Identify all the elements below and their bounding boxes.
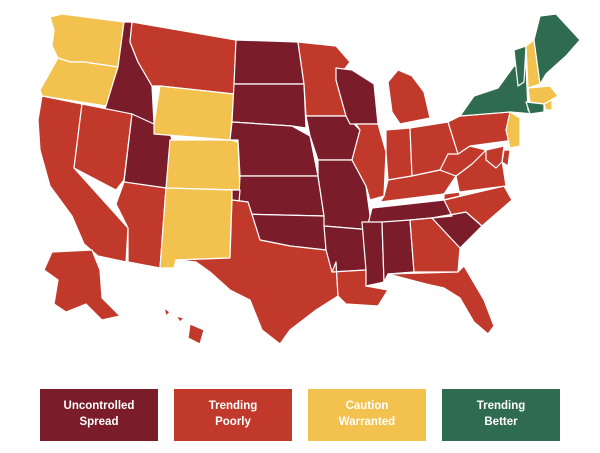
state-hi xyxy=(163,307,205,345)
legend-label: Trending Poorly xyxy=(208,400,258,428)
legend-uncontrolled-spread: Uncontrolled Spread xyxy=(40,389,158,441)
legend-caution-warranted: Caution Warranted xyxy=(308,389,426,441)
state-mi xyxy=(387,69,431,125)
legend-label: Caution Warranted xyxy=(338,400,396,428)
legend-label: Trending Better xyxy=(476,400,526,428)
state-ms xyxy=(361,221,385,287)
state-ma xyxy=(527,85,559,105)
state-nm xyxy=(159,187,233,269)
state-nv xyxy=(73,103,133,191)
state-ga xyxy=(409,217,461,273)
state-sd xyxy=(231,83,307,129)
state-ny xyxy=(459,65,535,117)
legend: Uncontrolled Spread Trending Poorly Caut… xyxy=(40,389,560,441)
us-state-map xyxy=(37,13,581,345)
state-in xyxy=(385,127,413,181)
state-nj xyxy=(505,111,521,149)
legend-trending-poorly: Trending Poorly xyxy=(174,389,292,441)
state-nd xyxy=(233,39,305,85)
state-ct xyxy=(525,101,545,115)
state-vt xyxy=(513,45,527,87)
state-wy xyxy=(153,85,235,141)
state-co xyxy=(165,139,241,191)
legend-label: Uncontrolled Spread xyxy=(63,400,135,428)
state-tx xyxy=(175,199,339,345)
state-al xyxy=(381,219,415,283)
state-nc xyxy=(431,185,513,227)
states-group xyxy=(37,13,581,345)
state-ri xyxy=(543,99,553,111)
state-ak xyxy=(43,249,121,321)
state-md xyxy=(485,145,505,169)
state-il xyxy=(351,123,387,201)
state-me xyxy=(533,13,581,85)
legend-trending-better: Trending Better xyxy=(442,389,560,441)
state-ne xyxy=(229,121,319,177)
state-fl xyxy=(387,265,495,335)
